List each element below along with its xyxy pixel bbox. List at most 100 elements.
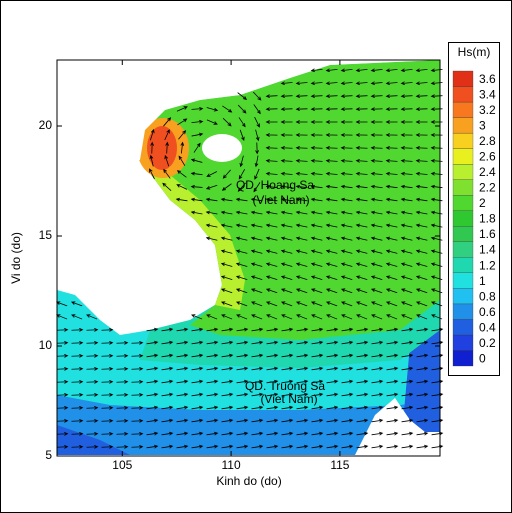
flow-arrow <box>86 327 99 332</box>
flow-arrow <box>370 210 383 215</box>
flow-arrow <box>400 146 413 150</box>
flow-arrow <box>176 444 189 449</box>
flow-arrow <box>86 340 99 345</box>
flow-arrow <box>70 301 83 307</box>
flow-arrow <box>296 431 309 436</box>
flow-arrow <box>296 314 308 320</box>
flow-arrow <box>253 182 261 193</box>
flow-arrow <box>326 392 339 397</box>
flow-arrow <box>370 249 383 254</box>
flow-arrow <box>356 379 369 384</box>
flow-arrow <box>206 353 219 358</box>
flow-arrow <box>101 444 114 449</box>
flow-arrow <box>310 249 323 254</box>
flow-arrow <box>370 146 383 150</box>
flow-arrow <box>415 107 428 111</box>
flow-arrow <box>310 171 323 176</box>
flow-arrow <box>310 210 323 215</box>
colorbar-label: 3.6 <box>479 72 496 86</box>
colorbar-label: 3.4 <box>479 87 496 101</box>
flow-arrow <box>86 392 99 397</box>
colorbar-swatch <box>452 272 474 289</box>
flow-arrow <box>56 392 69 397</box>
flow-arrow <box>356 314 368 320</box>
flow-arrow <box>341 444 354 449</box>
colorbar-label: 2.2 <box>479 181 496 195</box>
colorbar-label: 1 <box>479 274 486 288</box>
flow-arrow <box>116 379 129 384</box>
flow-arrow <box>265 210 278 215</box>
colorbar-label: 1.8 <box>479 212 496 226</box>
flow-arrow <box>311 366 324 371</box>
flow-arrow <box>250 275 263 281</box>
flow-arrow <box>325 81 338 86</box>
flow-arrow <box>296 392 309 397</box>
plot-frame <box>56 59 441 457</box>
y-tick-label: 15 <box>39 228 53 242</box>
flow-arrow <box>146 366 159 371</box>
flow-arrow <box>221 353 234 358</box>
flow-arrow <box>265 120 278 124</box>
flow-arrow <box>251 379 264 384</box>
flow-arrow <box>175 197 188 202</box>
flow-arrow <box>86 444 99 449</box>
flow-arrow <box>355 94 368 99</box>
flow-arrow <box>295 107 308 111</box>
flow-arrow <box>326 379 339 384</box>
flow-arrow <box>311 392 324 397</box>
flow-arrow <box>385 184 398 189</box>
flow-arrow <box>325 158 338 163</box>
flow-arrow <box>164 129 170 141</box>
flow-arrow <box>281 353 294 358</box>
flow-arrow <box>385 146 398 150</box>
flow-arrow <box>266 340 279 345</box>
colorbar-swatch <box>452 148 474 165</box>
flow-arrow <box>161 431 174 436</box>
flow-arrow <box>164 154 170 167</box>
flow-arrow <box>239 129 245 142</box>
flow-arrow <box>176 379 189 384</box>
flow-arrow <box>311 327 324 332</box>
flow-arrow <box>180 141 185 154</box>
flow-arrow <box>236 340 249 345</box>
flow-arrow <box>220 197 233 202</box>
wave-arrows <box>55 68 444 449</box>
colorbar-swatch <box>452 117 474 134</box>
flow-arrow <box>385 197 398 202</box>
annotation: QD. Hoang Sa <box>236 178 314 192</box>
flow-arrow <box>341 431 354 436</box>
flow-arrow <box>86 379 99 384</box>
flow-arrow <box>146 379 159 384</box>
flow-arrow <box>251 314 263 320</box>
flow-arrow <box>280 158 293 163</box>
flow-arrow <box>116 444 129 449</box>
flow-arrow <box>101 379 114 384</box>
flow-arrow <box>400 171 413 176</box>
flow-arrow <box>238 117 246 128</box>
flow-arrow <box>401 353 414 358</box>
flow-arrow <box>326 366 339 371</box>
flow-arrow <box>401 444 414 449</box>
flow-arrow <box>221 183 232 191</box>
flow-arrow <box>251 340 264 345</box>
flow-arrow <box>326 405 339 410</box>
flow-arrow <box>265 171 278 176</box>
flow-arrow <box>251 392 264 397</box>
green-sea <box>140 60 440 340</box>
flow-arrow <box>371 418 384 423</box>
flow-arrow <box>146 418 159 423</box>
flow-arrow <box>236 366 249 371</box>
flow-arrow <box>235 262 248 267</box>
flow-arrow <box>310 133 323 137</box>
flow-arrow <box>131 405 144 410</box>
annotation: (Viet Nam) <box>260 392 317 406</box>
flow-arrow <box>251 405 264 410</box>
flow-arrow <box>430 223 443 228</box>
flow-arrow <box>205 184 218 190</box>
flow-arrow <box>355 301 368 307</box>
flow-arrow <box>222 117 232 127</box>
flow-arrow <box>355 184 368 189</box>
flow-arrow <box>161 444 174 449</box>
flow-arrow <box>190 184 203 189</box>
flow-arrow <box>416 366 429 371</box>
